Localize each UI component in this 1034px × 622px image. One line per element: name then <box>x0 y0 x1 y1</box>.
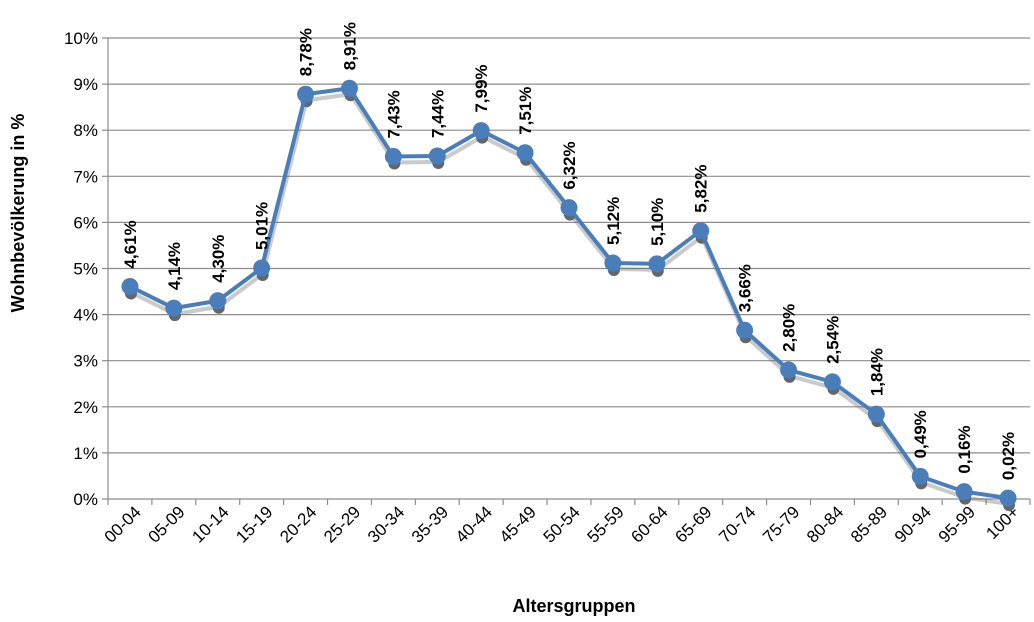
x-tick-label: 50-54 <box>540 502 584 546</box>
data-label: 1,84% <box>867 348 886 396</box>
data-label: 5,01% <box>253 202 272 250</box>
x-tick-label: 70-74 <box>715 502 759 546</box>
data-point <box>297 85 315 103</box>
y-tick-label: 5% <box>73 260 98 279</box>
y-tick-label: 9% <box>73 75 98 94</box>
data-label: 5,12% <box>604 197 623 245</box>
data-point <box>209 292 227 310</box>
data-point <box>253 259 271 277</box>
y-tick-label: 4% <box>73 306 98 325</box>
x-tick-label: 75-79 <box>759 502 803 546</box>
y-tick-label: 2% <box>73 398 98 417</box>
data-point <box>516 144 534 162</box>
y-tick-label: 8% <box>73 121 98 140</box>
data-point <box>780 361 798 379</box>
data-label: 4,30% <box>209 235 228 283</box>
x-tick-label: 05-09 <box>145 502 189 546</box>
x-tick-label: 90-94 <box>891 502 935 546</box>
x-tick-label: 100+ <box>982 502 1023 543</box>
x-tick-label: 30-34 <box>364 502 408 546</box>
data-point <box>560 199 578 217</box>
data-label: 4,61% <box>121 220 140 268</box>
data-label: 7,51% <box>516 87 535 135</box>
data-label: 0,16% <box>955 425 974 473</box>
data-label: 3,66% <box>736 264 755 312</box>
data-point <box>340 79 358 97</box>
data-label: 7,43% <box>384 90 403 138</box>
data-point <box>121 277 139 295</box>
data-point <box>604 254 622 272</box>
x-tick-label: 00-04 <box>101 502 145 546</box>
x-tick-label: 15-19 <box>232 502 276 546</box>
x-tick-label: 65-69 <box>671 502 715 546</box>
data-label: 7,44% <box>428 90 447 138</box>
y-tick-label: 3% <box>73 352 98 371</box>
x-tick-label: 60-64 <box>627 502 671 546</box>
x-axis-ticks: 00-04 05-09 10-14 15-19 20-24 25-29 30-34 35-39… <box>101 499 1031 547</box>
x-tick-label: 20-24 <box>276 502 320 546</box>
data-point <box>955 483 973 501</box>
x-tick-label: 85-89 <box>847 502 891 546</box>
y-axis-title: Wohnbevölkerung in % <box>8 114 28 313</box>
data-point <box>736 321 754 339</box>
data-point <box>384 147 402 165</box>
data-point <box>911 467 929 485</box>
data-label: 0,02% <box>999 432 1018 480</box>
data-label: 2,80% <box>780 304 799 352</box>
x-tick-label: 95-99 <box>935 502 979 546</box>
x-tick-label: 55-59 <box>584 502 628 546</box>
data-label: 8,91% <box>340 22 359 70</box>
data-point <box>165 299 183 317</box>
data-point <box>823 373 841 391</box>
data-label: 6,32% <box>560 141 579 189</box>
data-label: 8,78% <box>297 28 316 76</box>
data-label: 7,99% <box>472 64 491 112</box>
y-tick-label: 6% <box>73 213 98 232</box>
data-label: 4,14% <box>165 242 184 290</box>
x-tick-label: 45-49 <box>496 502 540 546</box>
data-label: 5,10% <box>648 198 667 246</box>
x-tick-label: 25-29 <box>320 502 364 546</box>
x-tick-label: 40-44 <box>452 502 496 546</box>
data-label: 2,54% <box>823 316 842 364</box>
x-tick-label: 80-84 <box>803 502 847 546</box>
data-point <box>999 489 1017 507</box>
data-label: 0,49% <box>911 410 930 458</box>
y-tick-label: 10% <box>64 29 98 48</box>
data-point <box>428 147 446 165</box>
data-point <box>692 222 710 240</box>
gridlines <box>107 37 1030 500</box>
series-line <box>121 79 1017 507</box>
data-labels: 4,61% 4,14% 4,30% 5,01% 8,78% 8,91% 7,43% 7,44%… <box>121 22 1018 480</box>
x-axis-title: Altersgruppen <box>512 596 635 616</box>
x-tick-label: 10-14 <box>188 502 232 546</box>
data-point <box>648 255 666 273</box>
data-point <box>867 405 885 423</box>
data-label: 5,82% <box>692 164 711 212</box>
data-point <box>472 122 490 140</box>
y-tick-label: 0% <box>73 490 98 509</box>
x-tick-label: 35-39 <box>408 502 452 546</box>
y-axis-ticks: 0% 1% 2% 3% 4% 5% 6% 7% 8% 9% 10% <box>64 29 108 509</box>
y-tick-label: 1% <box>73 444 98 463</box>
y-tick-label: 7% <box>73 167 98 186</box>
